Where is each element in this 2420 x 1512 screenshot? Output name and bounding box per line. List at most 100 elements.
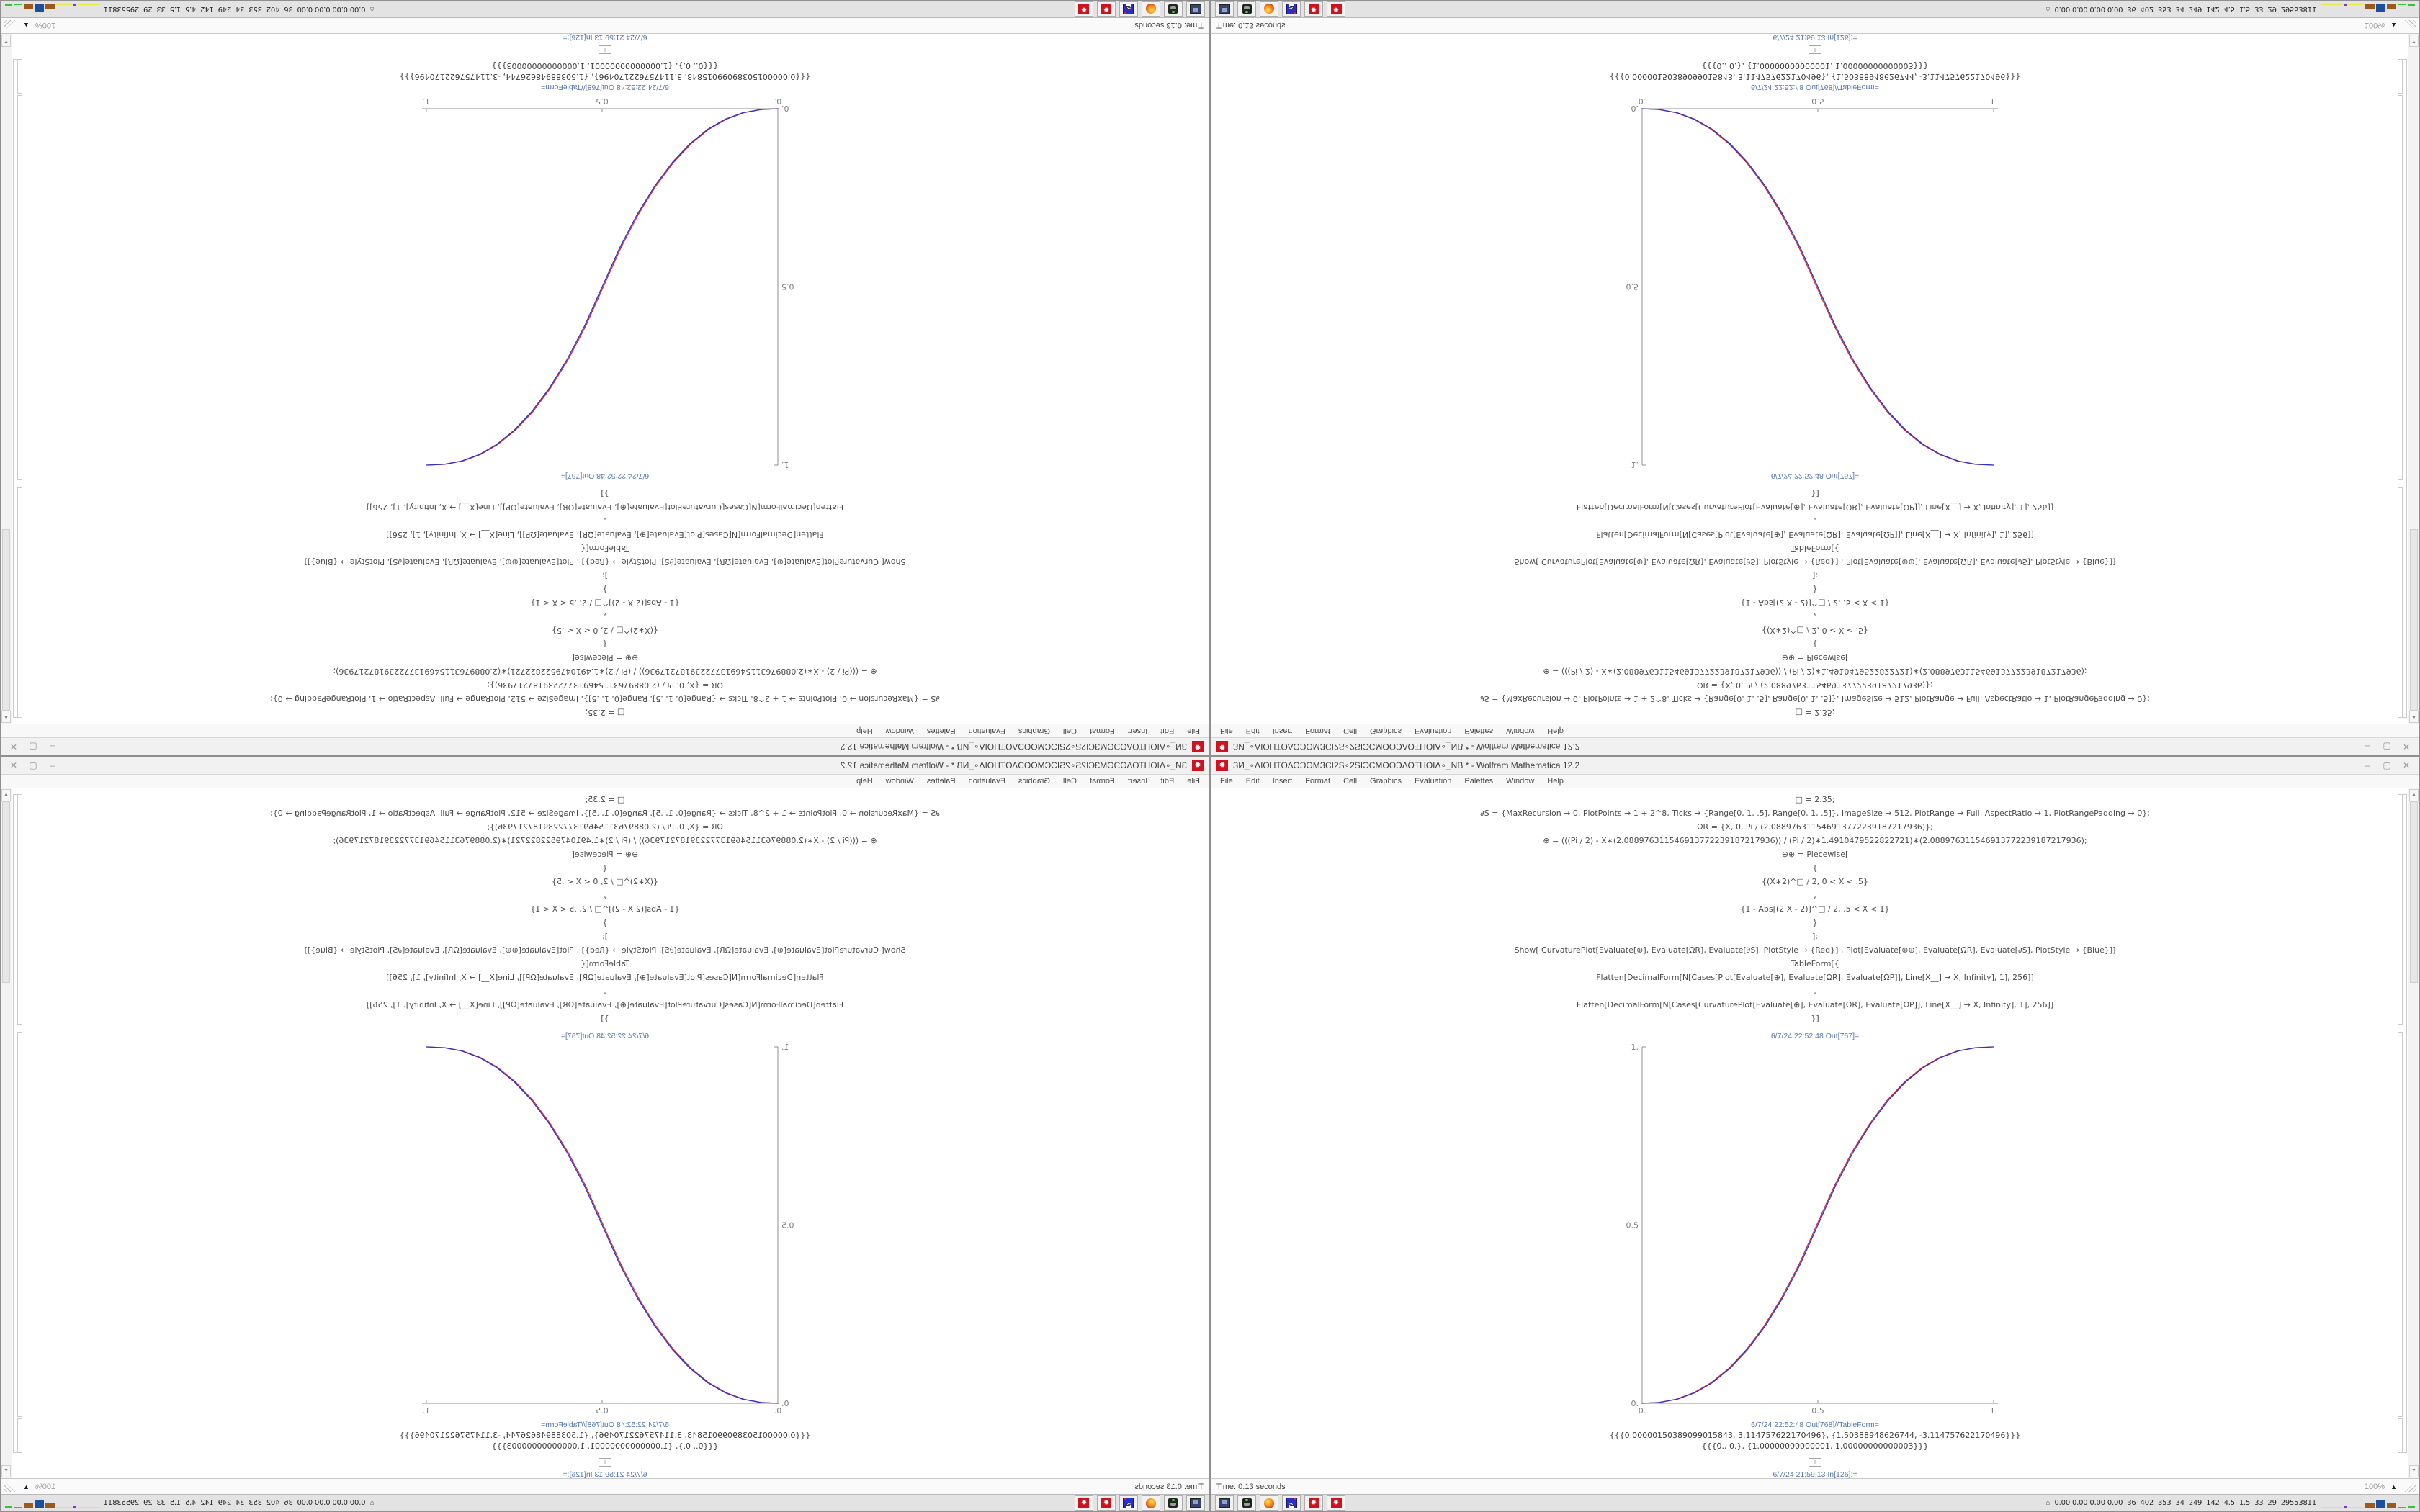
cell-bracket-plot[interactable]	[17, 1032, 22, 1417]
cell-bracket-group[interactable]	[2403, 59, 2407, 718]
menu-insert[interactable]: Insert	[1272, 777, 1293, 786]
menu-window[interactable]: Window	[885, 726, 914, 735]
vertical-scrollbar[interactable]: ▲ ▼	[1, 34, 12, 724]
scroll-up-button[interactable]: ▲	[1, 789, 11, 801]
resize-grip-icon[interactable]	[2404, 20, 2416, 31]
magnification-control[interactable]: 100%	[35, 21, 56, 30]
taskbar-mathematica-icon[interactable]: ✹	[1075, 1495, 1093, 1511]
taskbar-screenshot-tool-icon[interactable]	[1215, 1, 1234, 17]
menu-file[interactable]: File	[1187, 777, 1200, 786]
cell-insertion-bar[interactable]: +	[4, 42, 1206, 54]
menu-file[interactable]: File	[1220, 726, 1233, 735]
scroll-down-button[interactable]: ▼	[2409, 1465, 2419, 1477]
menu-window[interactable]: Window	[1506, 726, 1535, 735]
magnification-control[interactable]: 100%	[35, 1482, 56, 1491]
close-button[interactable]: ✕	[2402, 742, 2411, 752]
taskbar-mathematica-icon[interactable]: ✹	[1327, 1495, 1345, 1511]
taskbar-screenshot-tool-icon[interactable]	[1215, 1495, 1234, 1511]
scrollbar-thumb[interactable]	[2, 801, 10, 983]
taskbar-indicator-device-icon[interactable]	[1164, 1495, 1183, 1511]
close-button[interactable]: ✕	[9, 760, 18, 770]
menu-evaluation[interactable]: Evaluation	[968, 726, 1005, 735]
menu-edit[interactable]: Edit	[1245, 777, 1260, 786]
taskbar-mathematica-icon[interactable]: ✹	[1097, 1495, 1116, 1511]
cell-insertion-bar[interactable]: +	[1214, 1458, 2416, 1470]
minimize-button[interactable]: –	[2365, 742, 2370, 752]
scrollbar-thumb[interactable]	[2410, 801, 2418, 983]
input-code-cell[interactable]: □ = 2.35; ∂S = {MaxRecursion → 0, PlotPoi…	[1211, 788, 2419, 1025]
taskbar-firefox-icon[interactable]	[1142, 1, 1160, 17]
menu-edit[interactable]: Edit	[1245, 726, 1260, 735]
menu-palettes[interactable]: Palettes	[1464, 777, 1494, 786]
menu-help[interactable]: Help	[856, 777, 873, 786]
menu-insert[interactable]: Insert	[1127, 726, 1148, 735]
taskbar-floppy64-icon[interactable]: 64	[1282, 1, 1301, 17]
menu-help[interactable]: Help	[1547, 777, 1564, 786]
taskbar-indicator-device-icon[interactable]	[1164, 1, 1183, 17]
vertical-scrollbar[interactable]: ▲ ▼	[2408, 788, 2419, 1478]
taskbar-screenshot-tool-icon[interactable]	[1186, 1495, 1205, 1511]
input-code-cell[interactable]: □ = 2.35; ∂S = {MaxRecursion → 0, PlotPoi…	[1, 788, 1209, 1025]
input-code-cell[interactable]: □ = 2.35; ∂S = {MaxRecursion → 0, PlotPoi…	[1211, 487, 2419, 724]
taskbar-firefox-icon[interactable]	[1260, 1495, 1278, 1511]
notebook-content[interactable]: □ = 2.35; ∂S = {MaxRecursion → 0, PlotPoi…	[1, 788, 1209, 1478]
magnification-arrow-icon[interactable]: ▲	[23, 1482, 30, 1490]
menu-graphics[interactable]: Graphics	[1370, 726, 1402, 735]
menu-palettes[interactable]: Palettes	[1464, 726, 1494, 735]
menu-palettes[interactable]: Palettes	[926, 726, 956, 735]
menu-file[interactable]: File	[1187, 726, 1200, 735]
cell-bracket-table[interactable]	[17, 1418, 22, 1453]
menu-cell[interactable]: Cell	[1343, 777, 1358, 786]
menu-format[interactable]: Format	[1305, 777, 1331, 786]
taskbar-mathematica-icon[interactable]: ✹	[1304, 1495, 1323, 1511]
menu-format[interactable]: Format	[1089, 726, 1115, 735]
cell-bracket-group[interactable]	[2403, 794, 2407, 1453]
scroll-down-button[interactable]: ▼	[1, 1465, 11, 1477]
magnification-control[interactable]: 100%	[2364, 21, 2385, 30]
menu-graphics[interactable]: Graphics	[1018, 777, 1050, 786]
menu-edit[interactable]: Edit	[1160, 726, 1175, 735]
cell-bracket-input[interactable]	[17, 794, 22, 1025]
menu-help[interactable]: Help	[856, 726, 873, 735]
close-button[interactable]: ✕	[2402, 760, 2411, 770]
notebook-content[interactable]: □ = 2.35; ∂S = {MaxRecursion → 0, PlotPoi…	[1211, 788, 2419, 1478]
taskbar-firefox-icon[interactable]	[1142, 1495, 1160, 1511]
minimize-button[interactable]: –	[50, 760, 55, 770]
scroll-up-button[interactable]: ▲	[1, 711, 11, 723]
menu-graphics[interactable]: Graphics	[1370, 777, 1402, 786]
menu-format[interactable]: Format	[1305, 726, 1331, 735]
maximize-button[interactable]: ▢	[2383, 760, 2391, 770]
resize-grip-icon[interactable]	[4, 1481, 16, 1492]
menu-evaluation[interactable]: Evaluation	[1415, 726, 1452, 735]
cell-bracket-table[interactable]	[17, 59, 22, 94]
menu-file[interactable]: File	[1220, 777, 1233, 786]
taskbar-mathematica-icon[interactable]: ✹	[1075, 1, 1093, 17]
scrollbar-thumb[interactable]	[2, 529, 10, 711]
menu-help[interactable]: Help	[1547, 726, 1564, 735]
scroll-down-button[interactable]: ▼	[1, 35, 11, 47]
menu-graphics[interactable]: Graphics	[1018, 726, 1050, 735]
notebook-content[interactable]: □ = 2.35; ∂S = {MaxRecursion → 0, PlotPoi…	[1, 34, 1209, 724]
taskbar-indicator-device-icon[interactable]	[1237, 1495, 1256, 1511]
taskbar-floppy64-icon[interactable]: 64	[1119, 1, 1138, 17]
taskbar-floppy64-icon[interactable]: 64	[1282, 1495, 1301, 1511]
cell-bracket-plot[interactable]	[2398, 1032, 2403, 1417]
vertical-scrollbar[interactable]: ▲ ▼	[2408, 34, 2419, 724]
taskbar-floppy64-icon[interactable]: 64	[1119, 1495, 1138, 1511]
menu-format[interactable]: Format	[1089, 777, 1115, 786]
magnification-arrow-icon[interactable]: ▲	[2390, 22, 2397, 30]
insert-cell-plus-button[interactable]: +	[1809, 1458, 1821, 1467]
menu-window[interactable]: Window	[1506, 777, 1535, 786]
scroll-up-button[interactable]: ▲	[2409, 789, 2419, 801]
resize-grip-icon[interactable]	[2404, 1481, 2416, 1492]
insert-cell-plus-button[interactable]: +	[599, 45, 611, 54]
cell-insertion-bar[interactable]: +	[4, 1458, 1206, 1470]
magnification-arrow-icon[interactable]: ▲	[2390, 1482, 2397, 1490]
cell-bracket-input[interactable]	[2398, 794, 2403, 1025]
menu-insert[interactable]: Insert	[1272, 726, 1293, 735]
cell-bracket-group[interactable]	[13, 59, 17, 718]
cell-bracket-table[interactable]	[2398, 1418, 2403, 1453]
input-code-cell[interactable]: □ = 2.35; ∂S = {MaxRecursion → 0, PlotPoi…	[1, 487, 1209, 724]
vertical-scrollbar[interactable]: ▲ ▼	[1, 788, 12, 1478]
minimize-button[interactable]: –	[50, 742, 55, 752]
